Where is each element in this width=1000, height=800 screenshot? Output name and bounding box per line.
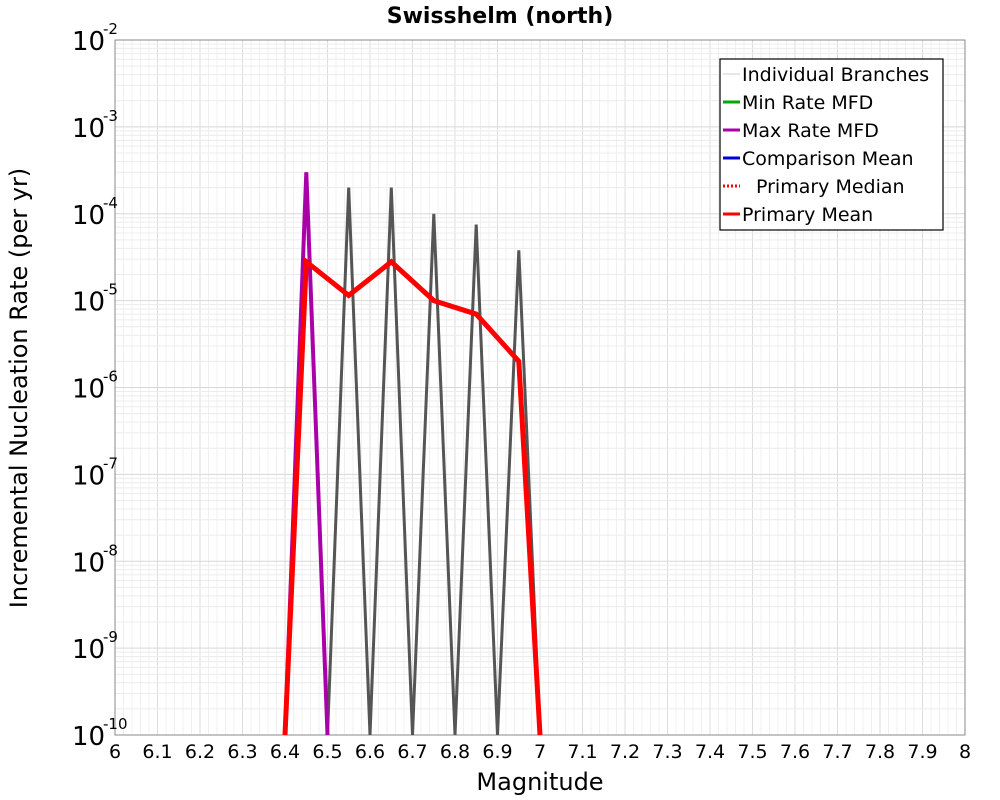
x-tick-label: 8 xyxy=(959,741,971,763)
x-tick-label: 6.5 xyxy=(312,741,342,763)
individual-branches-line xyxy=(411,213,457,736)
y-tick-exponent: -4 xyxy=(103,194,118,212)
x-axis-label: Magnitude xyxy=(476,768,603,796)
y-tick-label: 10 xyxy=(72,288,105,318)
individual-branches-line xyxy=(368,187,414,736)
grid xyxy=(114,40,966,736)
individual-branches-line xyxy=(326,187,372,736)
y-tick-label: 10 xyxy=(72,201,105,231)
y-tick-label: 10 xyxy=(72,548,105,578)
x-tick-label: 7 xyxy=(534,741,546,763)
x-tick-labels: 6 6.1 6.2 6.3 6.4 6.5 6.6 6.7 6.8 6.9 7 7.1 7.2 7.3 7.… xyxy=(109,741,971,763)
y-tick-label: 10 xyxy=(72,635,105,665)
x-tick-label: 6.4 xyxy=(270,741,300,763)
individual-branches-line xyxy=(283,172,329,736)
y-tick-label: 10 xyxy=(72,375,105,405)
legend-label: Individual Branches xyxy=(742,64,929,86)
y-tick-exponent: -6 xyxy=(103,368,118,386)
x-tick-label: 6.7 xyxy=(397,741,427,763)
y-tick-exponent: -10 xyxy=(103,715,128,733)
individual-branches-line xyxy=(453,224,499,736)
y-axis-label: Incremental Nucleation Rate (per yr) xyxy=(5,168,33,608)
x-tick-label: 7.4 xyxy=(695,741,725,763)
legend: Individual Branches Min Rate MFD Max Rate … xyxy=(719,58,944,231)
legend-label: Primary Median xyxy=(756,176,905,198)
primary-mean-line xyxy=(282,256,543,736)
y-tick-label: 10 xyxy=(72,722,105,752)
y-tick-label: 10 xyxy=(72,461,105,491)
y-tick-exponent: -2 xyxy=(103,20,118,38)
x-tick-label: 6.9 xyxy=(482,741,512,763)
x-tick-label: 6 xyxy=(109,741,121,763)
y-tick-exponent: -7 xyxy=(103,454,118,472)
x-tick-label: 7.1 xyxy=(567,741,597,763)
legend-box xyxy=(719,58,944,231)
x-tick-label: 7.9 xyxy=(907,741,937,763)
y-tick-exponent: -5 xyxy=(103,281,118,299)
y-tick-exponent: -9 xyxy=(103,628,118,646)
x-tick-label: 6.6 xyxy=(355,741,385,763)
x-tick-label: 7.3 xyxy=(652,741,682,763)
chart-title: Swisshelm (north) xyxy=(387,4,614,29)
x-tick-label: 7.5 xyxy=(737,741,767,763)
x-tick-label: 6.2 xyxy=(185,741,215,763)
y-tick-exponent: -3 xyxy=(103,107,118,125)
x-tick-label: 7.8 xyxy=(865,741,895,763)
y-tick-label: 10 xyxy=(72,27,105,57)
legend-label: Comparison Mean xyxy=(742,148,914,170)
x-tick-label: 6.3 xyxy=(227,741,257,763)
y-tick-exponent: -8 xyxy=(103,541,118,559)
legend-label: Primary Mean xyxy=(742,204,873,226)
x-tick-label: 6.8 xyxy=(440,741,470,763)
series-layer xyxy=(282,172,543,736)
x-tick-label: 7.6 xyxy=(780,741,810,763)
x-tick-label: 7.2 xyxy=(610,741,640,763)
y-tick-label: 10 xyxy=(72,114,105,144)
legend-label: Max Rate MFD xyxy=(742,120,879,142)
x-tick-label: 6.1 xyxy=(142,741,172,763)
max-rate-mfd-line xyxy=(283,172,330,736)
legend-label: Min Rate MFD xyxy=(742,92,873,114)
x-tick-label: 7.7 xyxy=(822,741,852,763)
